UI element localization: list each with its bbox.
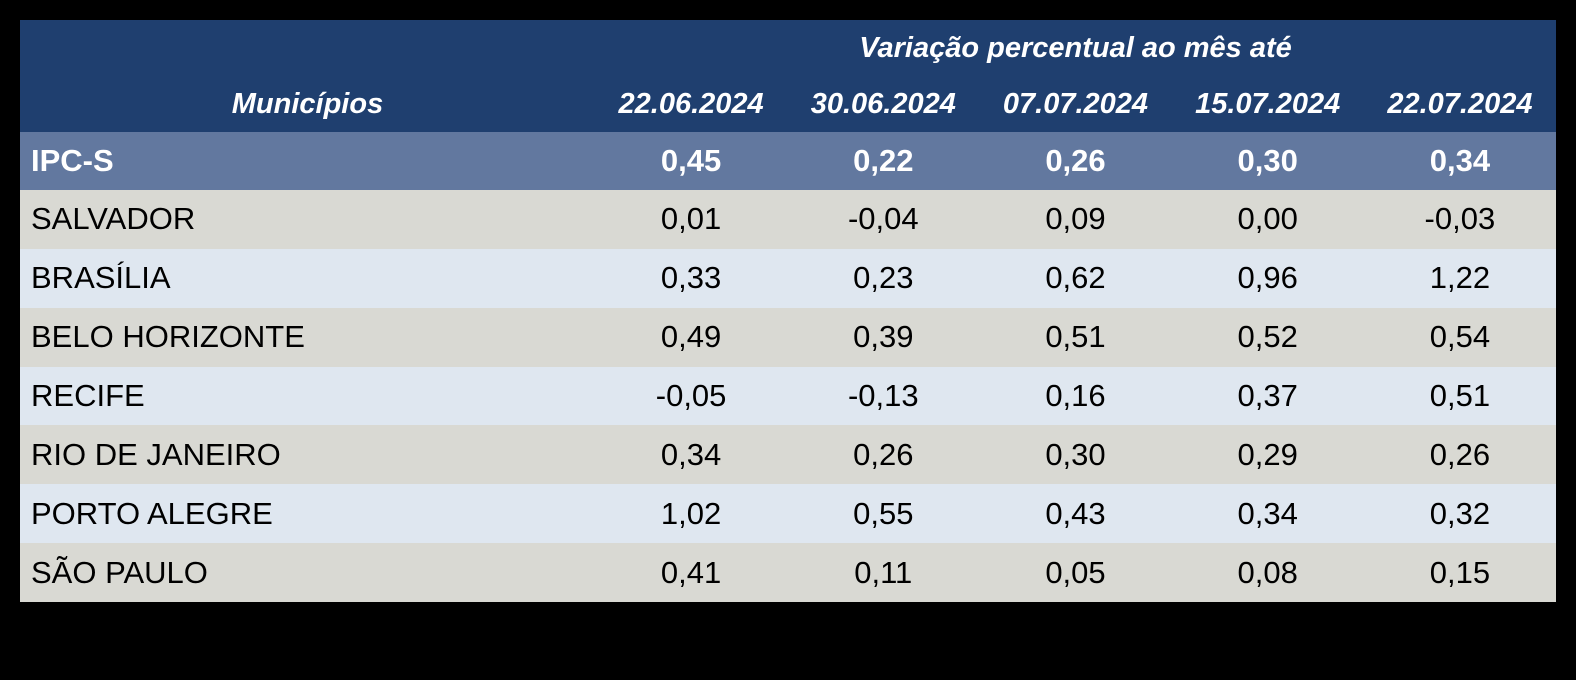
column-header-date-3: 07.07.2024 (1002, 88, 1149, 120)
row-label: BELO HORIZONTE (31, 319, 305, 355)
value-cell: 0,16 (1045, 378, 1106, 413)
row-label: BRASÍLIA (31, 260, 171, 296)
table-row-recife: RECIFE -0,05 -0,13 0,16 0,37 0,51 (20, 366, 1556, 426)
row-label: RIO DE JANEIRO (31, 436, 281, 472)
value-cell: 0,26 (1045, 143, 1106, 178)
ipcs-variation-table: Variação percentual ao mês até Município… (20, 20, 1556, 603)
table-title: Variação percentual ao mês até (859, 32, 1292, 64)
value-cell: 0,33 (660, 260, 722, 296)
value-cell: 0,23 (853, 260, 914, 296)
value-cell: 0,96 (1237, 260, 1298, 296)
column-header-date-4: 15.07.2024 (1195, 88, 1341, 120)
value-cell: 0,54 (1429, 319, 1491, 355)
value-cell: 0,00 (1237, 201, 1298, 237)
value-cell: 0,11 (854, 554, 913, 590)
row-label: PORTO ALEGRE (31, 495, 273, 531)
value-cell: 0,34 (1429, 143, 1491, 178)
value-cell: 0,34 (1237, 495, 1298, 531)
summary-row-ipcs: IPC-S 0,45 0,22 0,26 0,30 0,34 (20, 132, 1556, 190)
value-cell: 0,15 (1429, 554, 1491, 590)
value-cell: 0,26 (1429, 436, 1491, 472)
column-header-date-5: 22.07.2024 (1387, 88, 1533, 120)
value-cell: 0,49 (660, 319, 722, 355)
table-row-rio-de-janeiro: RIO DE JANEIRO 0,34 0,26 0,30 0,29 0,26 (20, 425, 1556, 485)
value-cell: -0,03 (1424, 201, 1496, 237)
value-cell: 1,22 (1429, 260, 1491, 296)
value-cell: 0,22 (853, 143, 914, 178)
value-cell: 0,05 (1045, 554, 1106, 590)
value-cell: 0,62 (1045, 260, 1106, 296)
value-cell: 0,37 (1237, 378, 1298, 413)
value-cell: 0,32 (1429, 495, 1491, 531)
table-row-porto-alegre: PORTO ALEGRE 1,02 0,55 0,43 0,34 0,32 (20, 484, 1556, 544)
table-header: Variação percentual ao mês até Município… (20, 20, 1556, 132)
value-cell: -0,05 (655, 378, 727, 413)
value-cell: 0,51 (1429, 378, 1491, 413)
table-row-belo-horizonte: BELO HORIZONTE 0,49 0,39 0,51 0,52 0,54 (20, 307, 1556, 367)
table-row-brasilia: BRASÍLIA 0,33 0,23 0,62 0,96 1,22 (20, 248, 1556, 308)
value-cell: 1,02 (660, 495, 722, 531)
value-cell: 0,55 (853, 495, 914, 531)
value-cell: 0,39 (853, 319, 914, 355)
row-label: SÃO PAULO (31, 554, 208, 590)
value-cell: 0,09 (1045, 201, 1106, 237)
value-cell: 0,29 (1237, 436, 1298, 472)
table-row-sao-paulo: SÃO PAULO 0,41 0,11 0,05 0,08 0,15 (20, 543, 1556, 603)
value-cell: 0,51 (1045, 319, 1106, 355)
value-cell: 0,30 (1045, 436, 1106, 472)
value-cell: 0,26 (853, 436, 914, 472)
value-cell: -0,04 (847, 201, 919, 237)
value-cell: 0,08 (1237, 554, 1298, 590)
value-cell: 0,43 (1045, 495, 1106, 531)
column-header-date-2: 30.06.2024 (810, 88, 956, 120)
table-row-salvador: SALVADOR 0,01 -0,04 0,09 0,00 -0,03 (20, 190, 1556, 249)
row-label: RECIFE (31, 378, 145, 413)
value-cell: 0,30 (1237, 143, 1298, 178)
column-header-municipios: Municípios (231, 88, 384, 120)
column-header-row: Municípios 22.06.2024 30.06.2024 07.07.2… (20, 88, 1556, 121)
value-cell: -0,13 (847, 378, 919, 413)
column-header-date-1: 22.06.2024 (618, 88, 764, 120)
value-cell: 0,34 (660, 436, 722, 472)
row-label: IPC-S (31, 143, 114, 178)
value-cell: 0,52 (1237, 319, 1298, 355)
row-label: SALVADOR (31, 201, 196, 237)
value-cell: 0,41 (660, 554, 722, 590)
value-cell: 0,01 (660, 201, 722, 237)
value-cell: 0,45 (660, 143, 722, 178)
